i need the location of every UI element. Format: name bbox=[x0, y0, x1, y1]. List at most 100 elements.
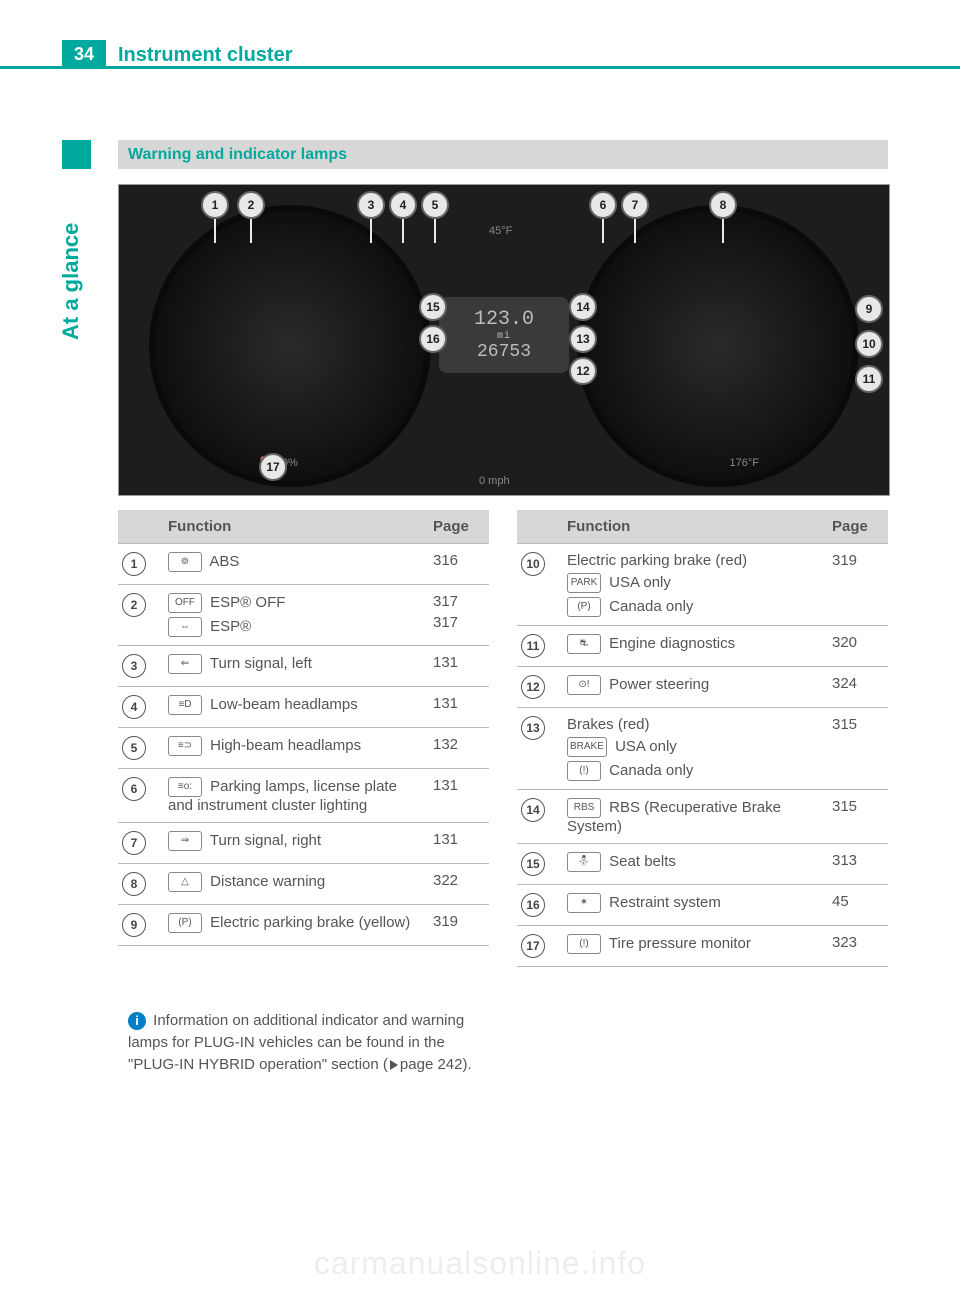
row-page: 319 bbox=[429, 905, 489, 946]
row-marker: 12 bbox=[517, 667, 563, 708]
row-page: 319 bbox=[828, 544, 888, 626]
row-marker: 2 bbox=[118, 585, 164, 646]
watermark: carmanualsonline.info bbox=[0, 1245, 960, 1282]
instrument-cluster-figure: 123.0 mi 26753 45°F 0 mph 176°F ⛽ 70% 1 … bbox=[118, 184, 890, 496]
row-sublabel: Canada only bbox=[605, 598, 693, 615]
row-function: ⊚ ABS bbox=[164, 544, 429, 585]
row-sublabel: Canada only bbox=[605, 762, 693, 779]
figure-id: P54.33-4307-31 bbox=[873, 493, 883, 496]
row-function: Brakes (red)BRAKE USA only(!) Canada onl… bbox=[563, 708, 828, 790]
warning-lamp-icon: ≡⊃ bbox=[168, 736, 202, 756]
row-label: High-beam headlamps bbox=[206, 737, 361, 754]
row-marker: 1 bbox=[118, 544, 164, 585]
row-marker: 11 bbox=[517, 626, 563, 667]
warning-lamp-icon: OFF bbox=[168, 593, 202, 613]
circled-number-icon: 10 bbox=[521, 552, 545, 576]
outside-temp: 45°F bbox=[489, 225, 512, 237]
warning-lamp-icon: RBS bbox=[567, 798, 601, 818]
table-row: 4≡D Low-beam headlamps131 bbox=[118, 687, 489, 728]
marker-3: 3 bbox=[357, 191, 385, 219]
row-page: 313 bbox=[828, 844, 888, 885]
table-row: 2OFF ESP® OFF⇔ ESP®317317 bbox=[118, 585, 489, 646]
marker-13: 13 bbox=[569, 325, 597, 353]
table-row: 7⇒ Turn signal, right131 bbox=[118, 823, 489, 864]
row-function: ⇐ Turn signal, left bbox=[164, 646, 429, 687]
table-header-row: Function Page bbox=[517, 510, 888, 544]
circled-number-icon: 12 bbox=[521, 675, 545, 699]
warning-lamp-icon: ⛐ bbox=[567, 634, 601, 654]
warning-lamp-icon: (!) bbox=[567, 934, 601, 954]
row-sublabel: USA only bbox=[611, 738, 677, 755]
circled-number-icon: 6 bbox=[122, 777, 146, 801]
row-page: 324 bbox=[828, 667, 888, 708]
row-label: Power steering bbox=[605, 676, 709, 693]
marker-12: 12 bbox=[569, 357, 597, 385]
right-column: Function Page 10 Electric parking brake … bbox=[517, 510, 888, 967]
row-label: Low-beam headlamps bbox=[206, 696, 358, 713]
center-display: 123.0 mi 26753 bbox=[439, 297, 569, 373]
warning-lamp-icon: ⇔ bbox=[168, 617, 202, 637]
row-function: ⛐ Engine diagnostics bbox=[563, 626, 828, 667]
row-label: Turn signal, left bbox=[206, 655, 312, 672]
marker-15: 15 bbox=[419, 293, 447, 321]
row-page: 315 bbox=[828, 790, 888, 844]
odometer: 26753 bbox=[477, 342, 531, 362]
tachometer bbox=[577, 205, 859, 487]
warning-lamp-icon: ⇒ bbox=[168, 831, 202, 851]
info-note: i Information on additional indicator an… bbox=[128, 1010, 498, 1075]
info-text-2: page 242). bbox=[400, 1056, 472, 1073]
warning-lamp-icon: ≡o: bbox=[168, 777, 202, 797]
marker-5: 5 bbox=[421, 191, 449, 219]
row-marker: 7 bbox=[118, 823, 164, 864]
row-label: Electric parking brake (yellow) bbox=[206, 914, 410, 931]
row-function: △ Distance warning bbox=[164, 864, 429, 905]
chapter-title: Instrument cluster bbox=[118, 44, 292, 67]
row-page: 131 bbox=[429, 769, 489, 823]
row-function: ≡D Low-beam headlamps bbox=[164, 687, 429, 728]
table-row: 14RBS RBS (Recuperative Brake System)315 bbox=[517, 790, 888, 844]
row-marker: 6 bbox=[118, 769, 164, 823]
warning-lamp-icon: △ bbox=[168, 872, 202, 892]
warning-lamp-icon: ⇐ bbox=[168, 654, 202, 674]
coolant-temp: 176°F bbox=[730, 457, 759, 469]
table-row: 13 Brakes (red)BRAKE USA only(!) Canada … bbox=[517, 708, 888, 790]
table-row: 12⊙! Power steering324 bbox=[517, 667, 888, 708]
row-label: Electric parking brake (red) bbox=[567, 552, 747, 569]
marker-7: 7 bbox=[621, 191, 649, 219]
table-row: 3⇐ Turn signal, left131 bbox=[118, 646, 489, 687]
row-marker: 10 bbox=[517, 544, 563, 626]
circled-number-icon: 17 bbox=[521, 934, 545, 958]
side-label: At a glance bbox=[58, 223, 84, 340]
warning-lamp-icon: PARK bbox=[567, 573, 601, 593]
marker-1: 1 bbox=[201, 191, 229, 219]
section-heading: Warning and indicator lamps bbox=[118, 140, 888, 169]
row-function: OFF ESP® OFF⇔ ESP® bbox=[164, 585, 429, 646]
table-row: 17(!) Tire pressure monitor323 bbox=[517, 926, 888, 967]
row-label: Brakes (red) bbox=[567, 716, 650, 733]
row-function: ⊙! Power steering bbox=[563, 667, 828, 708]
circled-number-icon: 7 bbox=[122, 831, 146, 855]
table-row: 15⛄ Seat belts313 bbox=[517, 844, 888, 885]
marker-6: 6 bbox=[589, 191, 617, 219]
row-function: (!) Tire pressure monitor bbox=[563, 926, 828, 967]
row-page: 45 bbox=[828, 885, 888, 926]
table-row: 1⊚ ABS316 bbox=[118, 544, 489, 585]
row-label: Distance warning bbox=[206, 873, 325, 890]
row-function: ≡⊃ High-beam headlamps bbox=[164, 728, 429, 769]
row-page: 131 bbox=[429, 823, 489, 864]
circled-number-icon: 8 bbox=[122, 872, 146, 896]
triangle-icon bbox=[390, 1060, 398, 1070]
warning-lamp-icon: ⊙! bbox=[567, 675, 601, 695]
section-title: Warning and indicator lamps bbox=[128, 146, 347, 164]
row-marker: 4 bbox=[118, 687, 164, 728]
table-row: 10 Electric parking brake (red)PARK USA … bbox=[517, 544, 888, 626]
warning-lamp-icon: ⛄ bbox=[567, 852, 601, 872]
left-table: Function Page 1⊚ ABS3162OFF ESP® OFF⇔ ES… bbox=[118, 510, 489, 946]
warning-lamp-icon: (P) bbox=[567, 597, 601, 617]
table-row: 11⛐ Engine diagnostics320 bbox=[517, 626, 888, 667]
row-label: Parking lamps, license plate and instrum… bbox=[168, 778, 397, 814]
th-function: Function bbox=[563, 510, 828, 544]
row-page: 132 bbox=[429, 728, 489, 769]
row-label: Restraint system bbox=[605, 894, 721, 911]
marker-16: 16 bbox=[419, 325, 447, 353]
